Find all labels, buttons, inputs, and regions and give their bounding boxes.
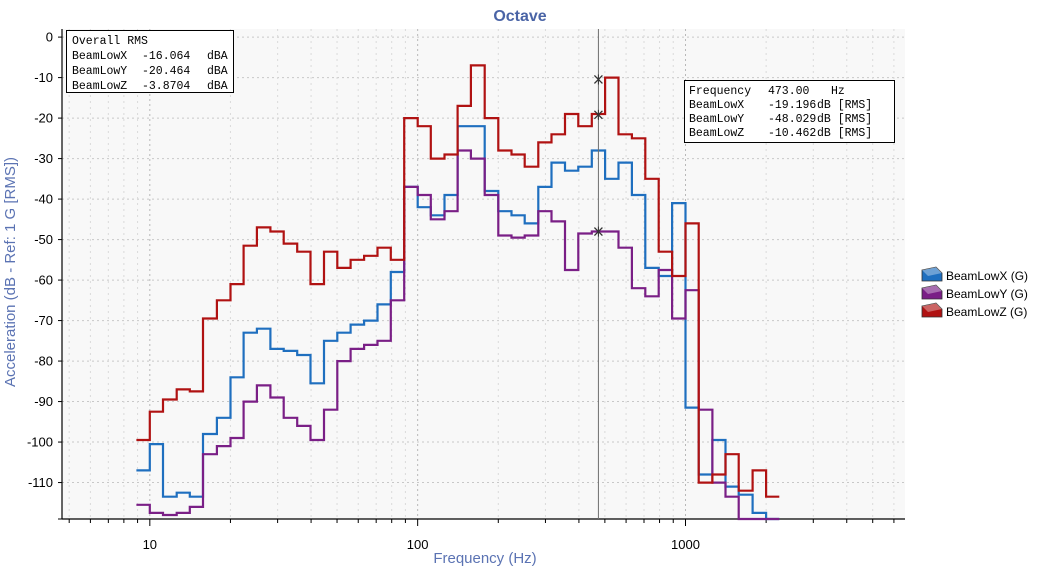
cursor-row-unit: dB [RMS] bbox=[817, 113, 872, 126]
rms-row-value: -20.464 bbox=[142, 65, 190, 78]
legend-label: BeamLowY (G) bbox=[946, 287, 1028, 301]
legend-item[interactable]: BeamLowX (G) bbox=[921, 266, 1028, 283]
cursor-row-value: -48.029 bbox=[768, 113, 816, 126]
rms-row-name: BeamLowX bbox=[72, 50, 127, 63]
rms-row-value: -3.8704 bbox=[142, 80, 190, 93]
cursor-row-value: -10.462 bbox=[768, 127, 816, 140]
series-line-3 bbox=[136, 64, 780, 498]
cursor-row-name: BeamLowZ bbox=[689, 127, 744, 140]
cursor-row-value: -19.196 bbox=[768, 99, 816, 112]
y-tick-label: -10 bbox=[34, 70, 53, 85]
y-tick-label: -20 bbox=[34, 111, 53, 126]
rms-row-unit: dBA bbox=[207, 65, 228, 78]
cursor-frequency-label: Frequency bbox=[689, 85, 751, 98]
rms-row-name: BeamLowY bbox=[72, 65, 127, 78]
rms-row-name: BeamLowZ bbox=[72, 80, 127, 93]
legend-item[interactable]: BeamLowZ (G) bbox=[921, 302, 1027, 319]
x-tick-label: 100 bbox=[407, 537, 429, 552]
y-tick-label: -30 bbox=[34, 151, 53, 166]
cursor-marker bbox=[593, 74, 603, 85]
x-tick-label: 1000 bbox=[671, 537, 700, 552]
cursor-row-unit: dB [RMS] bbox=[817, 99, 872, 112]
y-tick-label: 0 bbox=[46, 30, 53, 45]
legend-swatch-icon bbox=[921, 284, 943, 300]
legend-swatch-highlight bbox=[922, 267, 942, 276]
rms-row-unit: dBA bbox=[207, 50, 228, 63]
rms-row-value: -16.064 bbox=[142, 50, 190, 63]
legend: BeamLowX (G) BeamLowY (G) BeamLowZ (G) bbox=[921, 266, 1028, 319]
legend-swatch-icon bbox=[921, 302, 943, 318]
y-axis-title: Acceleration (dB - Ref: 1 G [RMS]) bbox=[2, 157, 19, 387]
y-tick-label: -110 bbox=[28, 475, 53, 490]
cursor-row-unit: dB [RMS] bbox=[817, 127, 872, 140]
y-tick-label: -90 bbox=[34, 394, 53, 409]
cursor-frequency-unit: Hz bbox=[831, 85, 845, 98]
rms-box-title: Overall RMS bbox=[72, 35, 148, 48]
y-tick-label: -100 bbox=[27, 435, 53, 450]
cursor-frequency-value: 473.00 bbox=[768, 85, 810, 98]
cursor-box-frame bbox=[684, 80, 895, 143]
cursor-marker bbox=[593, 226, 603, 237]
overall-rms-box: Overall RMS BeamLowX -16.064 dBA BeamLowY -20… bbox=[66, 30, 234, 93]
rms-row-unit: dBA bbox=[207, 80, 228, 93]
y-tick-label: -50 bbox=[34, 232, 53, 247]
tick-labels: 0 -10 -20 -30 -40 -50 -60 -70 -80 -90 -100 -110 10 10… bbox=[27, 30, 700, 552]
legend-swatch-icon bbox=[921, 266, 943, 282]
legend-swatch-highlight bbox=[922, 303, 942, 312]
series-lines bbox=[136, 64, 780, 521]
y-tick-label: -40 bbox=[34, 192, 53, 207]
y-tick-label: -80 bbox=[34, 354, 53, 369]
cursor-row-name: BeamLowY bbox=[689, 113, 744, 126]
x-tick-label: 10 bbox=[143, 537, 157, 552]
legend-swatch-highlight bbox=[922, 285, 942, 294]
y-tick-label: -70 bbox=[34, 313, 53, 328]
series-line-2 bbox=[136, 149, 780, 521]
legend-label: BeamLowZ (G) bbox=[946, 305, 1027, 319]
y-tick-label: -60 bbox=[34, 273, 53, 288]
legend-item[interactable]: BeamLowY (G) bbox=[921, 284, 1028, 301]
rms-box-frame bbox=[66, 30, 234, 93]
frequency-cursor[interactable] bbox=[593, 29, 603, 519]
x-axis-title: Frequency (Hz) bbox=[433, 550, 536, 567]
cursor-marker bbox=[593, 109, 603, 120]
chart-title: Octave bbox=[493, 8, 546, 25]
cursor-row-name: BeamLowX bbox=[689, 99, 744, 112]
legend-label: BeamLowX (G) bbox=[946, 269, 1028, 283]
